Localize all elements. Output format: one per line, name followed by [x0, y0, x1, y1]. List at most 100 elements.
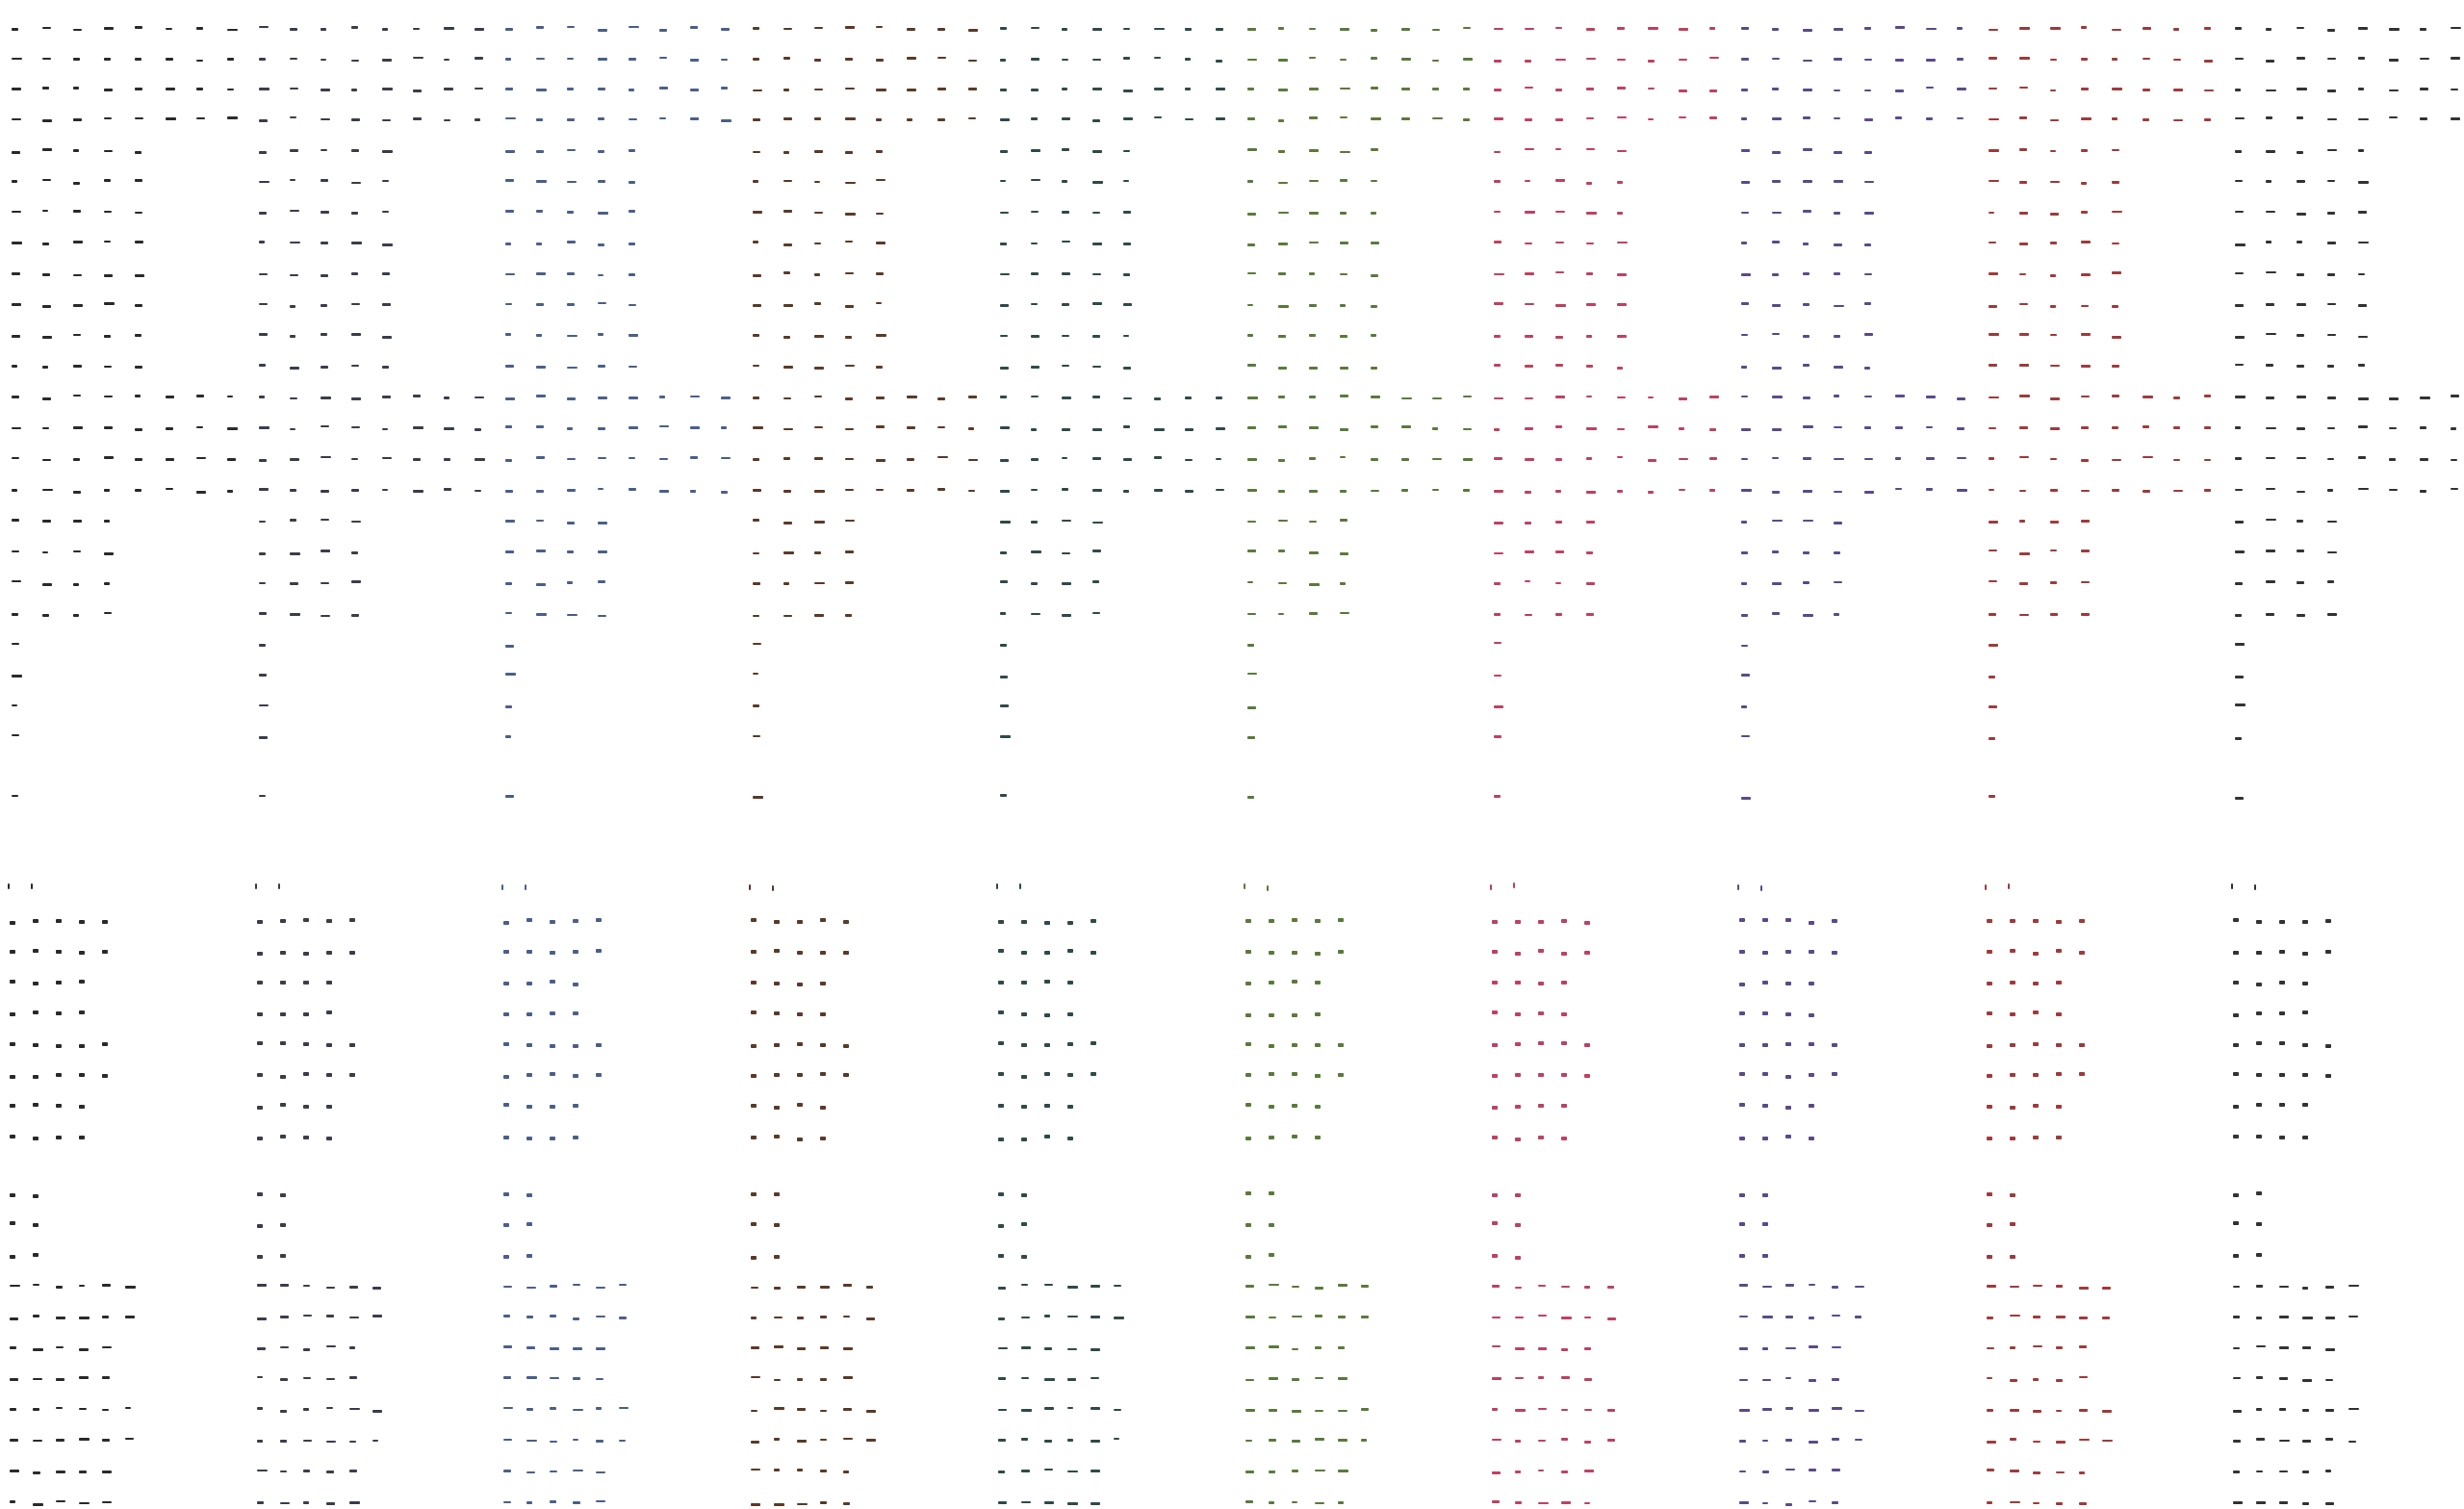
glyph-mark — [2451, 427, 2456, 430]
glyph-mark — [1617, 212, 1623, 215]
glyph-mark — [1741, 89, 1748, 91]
glyph-mark — [503, 1075, 509, 1079]
glyph-mark — [2451, 488, 2458, 490]
glyph-mark — [1989, 333, 1999, 336]
glyph-mark — [1245, 1316, 1255, 1318]
glyph-mark — [1803, 581, 1810, 584]
glyph-mark — [2102, 1317, 2110, 1319]
glyph-mark — [1247, 117, 1255, 120]
glyph-mark — [10, 1500, 15, 1503]
glyph-mark — [56, 1378, 64, 1381]
glyph-mark — [1832, 951, 1837, 955]
glyph-mark — [42, 210, 48, 212]
glyph-mark — [536, 118, 543, 121]
glyph-mark — [280, 951, 286, 955]
glyph-mark — [1785, 1316, 1793, 1318]
glyph-mark — [104, 150, 113, 152]
glyph-mark — [56, 1317, 65, 1319]
glyph-mark — [1989, 305, 1997, 308]
glyph-mark — [1832, 1438, 1839, 1441]
glyph-mark — [2325, 1044, 2331, 1048]
glyph-mark — [104, 456, 114, 459]
glyph-mark — [2079, 1072, 2085, 1076]
glyph-mark — [598, 365, 605, 368]
glyph-mark — [1741, 582, 1747, 585]
glyph-mark — [505, 179, 514, 182]
glyph-mark — [2279, 1440, 2290, 1442]
glyph-mark — [937, 118, 945, 121]
glyph-mark — [2081, 459, 2089, 462]
glyph-mark — [843, 920, 849, 924]
glyph-mark — [1154, 88, 1164, 90]
glyph-mark — [104, 489, 110, 492]
glyph-mark — [1154, 28, 1165, 30]
glyph-mark — [2233, 1316, 2240, 1318]
glyph-mark — [1340, 304, 1346, 307]
glyph-mark — [937, 88, 946, 90]
glyph-mark — [321, 179, 328, 182]
glyph-mark — [751, 1104, 757, 1108]
glyph-mark — [1401, 117, 1410, 120]
glyph-mark — [1021, 951, 1027, 955]
glyph-mark — [1895, 457, 1901, 460]
glyph-mark — [259, 26, 269, 28]
glyph-mark — [1741, 366, 1747, 369]
glyph-mark — [526, 918, 532, 922]
glyph-mark — [968, 29, 978, 32]
glyph-mark — [797, 1378, 803, 1381]
glyph-mark — [475, 28, 484, 31]
glyph-mark — [2173, 426, 2180, 429]
glyph-mark — [349, 1376, 357, 1379]
glyph-mark — [2233, 951, 2239, 955]
glyph-mark — [1123, 490, 1129, 493]
glyph-mark — [2389, 427, 2397, 429]
glyph-mark — [536, 334, 542, 337]
glyph-mark — [1809, 1042, 1814, 1046]
glyph-mark — [1247, 796, 1254, 799]
glyph-mark — [1989, 88, 1997, 90]
glyph-mark — [753, 673, 758, 675]
glyph-mark — [1555, 550, 1564, 553]
glyph-mark — [1494, 180, 1501, 183]
glyph-mark — [351, 489, 359, 492]
glyph-mark — [10, 1075, 15, 1079]
glyph-mark — [475, 458, 485, 461]
glyph-mark — [1000, 644, 1007, 647]
glyph-mark — [10, 1317, 18, 1320]
glyph-mark — [1340, 212, 1347, 215]
glyph-mark — [1031, 27, 1040, 29]
glyph-mark — [1515, 920, 1521, 924]
glyph-mark — [2302, 1010, 2308, 1014]
glyph-mark — [797, 1012, 803, 1016]
glyph-mark — [2010, 1137, 2015, 1140]
glyph-mark — [1679, 458, 1688, 460]
glyph-mark — [2451, 117, 2460, 120]
glyph-mark — [1834, 426, 1842, 428]
glyph-mark — [1772, 304, 1781, 307]
glyph-mark — [1278, 150, 1285, 153]
glyph-mark — [1269, 1191, 1274, 1195]
glyph-mark — [2325, 1409, 2334, 1412]
glyph-mark — [280, 1378, 288, 1381]
glyph-mark — [866, 1410, 876, 1413]
glyph-mark — [1247, 644, 1254, 647]
glyph-mark — [196, 60, 203, 62]
glyph-mark — [102, 1316, 109, 1318]
glyph-mark — [56, 1346, 64, 1348]
glyph-mark — [1432, 60, 1439, 62]
glyph-mark — [1679, 116, 1686, 118]
glyph-mark — [1772, 333, 1780, 335]
glyph-mark — [1772, 28, 1779, 31]
glyph-mark — [2420, 117, 2427, 120]
glyph-mark — [326, 1345, 336, 1347]
glyph-mark — [1762, 951, 1768, 955]
glyph-mark — [774, 1317, 783, 1318]
glyph-mark — [843, 1376, 853, 1379]
glyph-mark — [721, 87, 728, 90]
glyph-mark — [783, 57, 790, 60]
glyph-mark — [10, 1042, 15, 1046]
glyph-mark — [326, 1137, 332, 1140]
glyph-mark — [998, 1501, 1007, 1504]
glyph-mark — [290, 305, 295, 308]
glyph-mark — [1762, 1286, 1772, 1288]
